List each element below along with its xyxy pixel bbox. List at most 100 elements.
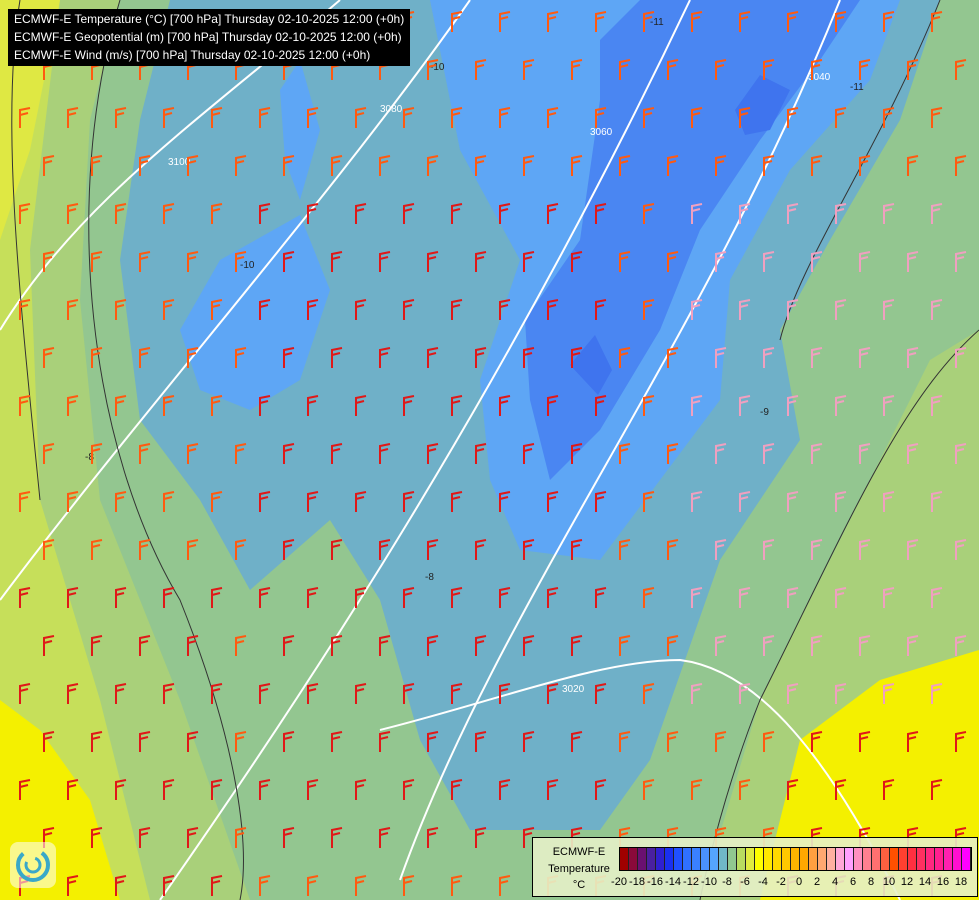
wind-barb [259,683,271,704]
wind-barb [619,347,631,368]
wind-barb [43,251,55,272]
legend-swatch [629,848,638,870]
wind-barb [235,827,247,848]
wind-barb [787,491,799,512]
wind-barb [475,539,487,560]
wind-barb [91,635,103,656]
wind-barb [547,107,559,128]
wind-barbs [19,11,967,896]
legend-tick-label: -2 [776,876,786,888]
wind-barb [547,11,559,32]
legend-tick-label: -4 [758,876,768,888]
wind-barb [163,395,175,416]
wind-barb [571,731,583,752]
legend-swatch [890,848,899,870]
wind-barb [523,59,535,80]
wind-barb [331,155,343,176]
wind-barb [475,443,487,464]
legend-swatch [647,848,656,870]
wind-barb [715,251,727,272]
wind-barb [403,203,415,224]
legend-swatch [791,848,800,870]
wind-barb [451,491,463,512]
temp-zone-cold [525,0,860,480]
wind-barb [403,779,415,800]
wind-barb [379,347,391,368]
contour-label: -9 [760,407,769,418]
wind-barb [379,827,391,848]
wind-barb [67,107,79,128]
wind-barb [427,155,439,176]
wind-barb [931,491,943,512]
wind-barb [115,587,127,608]
wind-barb [67,299,79,320]
wind-barb [715,155,727,176]
wind-barb [859,731,871,752]
wind-barb [379,251,391,272]
wind-barb [139,155,151,176]
wind-barb [475,827,487,848]
legend-subtitle: Temperature [548,863,610,875]
wind-barb [19,107,31,128]
wind-barb [571,539,583,560]
wind-barb [283,443,295,464]
wind-barb [523,251,535,272]
wind-barb [883,779,895,800]
wind-barb [739,11,751,32]
wind-barb [907,731,919,752]
wind-barb [475,251,487,272]
legend-swatch [710,848,719,870]
wind-barb [139,347,151,368]
temp-zone-blue-nw [280,60,320,200]
legend-swatch [620,848,629,870]
contour-label: 3040 [808,72,831,83]
wind-barb [907,443,919,464]
wind-barb [67,395,79,416]
legend-tick-label: 12 [900,876,914,888]
wind-barb [355,587,367,608]
wind-barb [883,683,895,704]
wind-barb [931,587,943,608]
wind-barb [379,443,391,464]
wind-barb [235,251,247,272]
wind-barb [259,107,271,128]
title-temperature: ECMWF-E Temperature (°C) [700 hPa] Thurs… [14,12,405,26]
wind-barb [259,779,271,800]
contour-label: -8 [85,452,94,463]
wind-barb [403,587,415,608]
wind-barb [859,251,871,272]
wind-barb [763,635,775,656]
wind-barb [547,203,559,224]
wind-barb [523,539,535,560]
wind-barb [955,731,967,752]
wind-barb [427,347,439,368]
wind-barb [307,491,319,512]
wind-barb [835,203,847,224]
wind-barb [739,779,751,800]
wind-barb [715,539,727,560]
wind-barb [43,539,55,560]
wind-barb [859,59,871,80]
legend-swatch [917,848,926,870]
wind-barb [259,203,271,224]
wind-barb [259,395,271,416]
wind-barb [715,731,727,752]
wind-barb [763,251,775,272]
wind-barb [307,395,319,416]
wind-barb [19,203,31,224]
wind-barb [523,635,535,656]
wind-barb [211,875,223,896]
wind-barb [235,347,247,368]
legend-swatch [827,848,836,870]
contour-label: -10 [430,62,445,73]
wind-barb [859,635,871,656]
wind-barb [643,395,655,416]
wind-barb [211,683,223,704]
wind-barb [523,155,535,176]
wind-barb [739,491,751,512]
wind-barb [883,11,895,32]
wind-barb [91,731,103,752]
wind-barb [307,299,319,320]
legend-swatch [638,848,647,870]
